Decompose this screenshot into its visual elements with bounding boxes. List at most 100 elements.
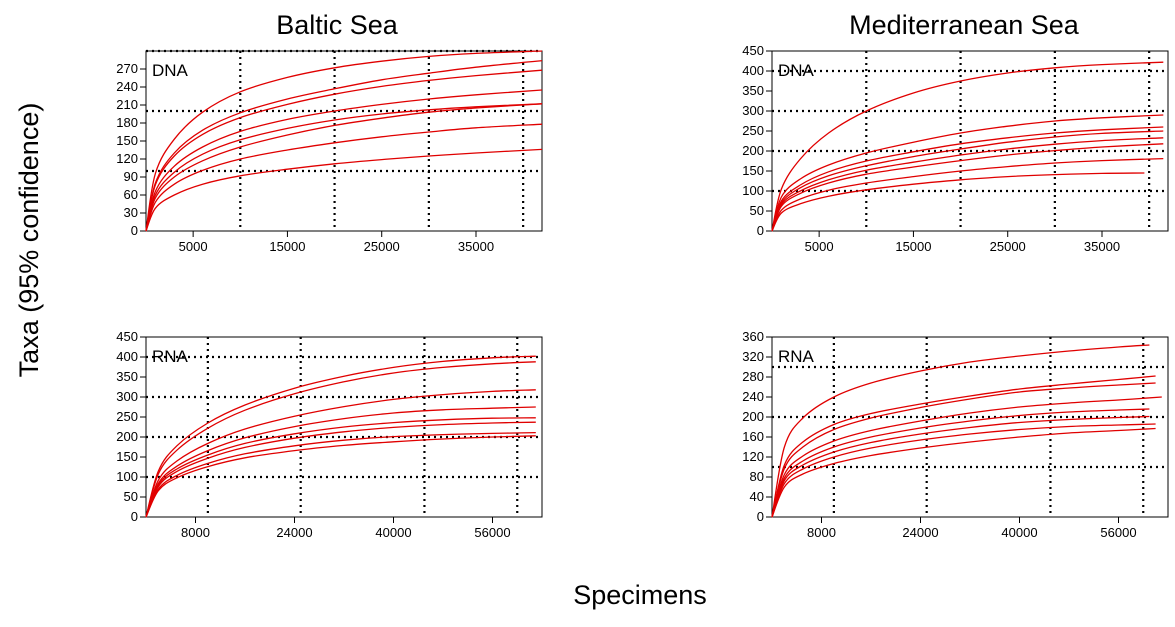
baltic-rna-x-tick-label-3: 56000 <box>474 525 510 540</box>
mediterranean-rna-y-tick-label-2: 80 <box>750 469 764 484</box>
mediterranean-dna-plot-frame <box>771 50 1169 232</box>
baltic-rna-x-tick-label-2: 40000 <box>375 525 411 540</box>
column-title-baltic: Baltic Sea <box>276 10 399 40</box>
baltic-dna-curve-4 <box>145 103 543 232</box>
baltic-dna-x-tick-label-1: 15000 <box>269 239 305 254</box>
mediterranean-rna-curve-4 <box>771 408 1150 518</box>
baltic-rna-panel-label: RNA <box>152 347 189 366</box>
panel-baltic-rna: 0 50 100 150 200 250 300 350 400 450 8000 24000 4000… <box>116 329 543 540</box>
baltic-dna-panel-label: DNA <box>152 61 189 80</box>
baltic-rna-x-tick-label-0: 8000 <box>181 525 210 540</box>
mediterranean-dna-y-tick-label-5: 250 <box>742 123 764 138</box>
baltic-dna-curve-7 <box>145 148 543 232</box>
mediterranean-dna-x-tick-label-0: 5000 <box>805 239 834 254</box>
baltic-rna-curve-0 <box>145 355 536 518</box>
mediterranean-rna-curve-0 <box>771 344 1150 518</box>
y-axis-label: Taxa (95% confidence) <box>14 103 44 378</box>
baltic-rna-y-tick-label-8: 400 <box>116 349 138 364</box>
mediterranean-rna-curve-2 <box>771 382 1156 518</box>
mediterranean-dna-curve-1 <box>771 114 1164 232</box>
baltic-rna-curve-6 <box>145 431 536 518</box>
panel-mediterranean-rna: 0 40 80 120 160 200 240 280 320 360 8000 24000 40000… <box>742 329 1169 540</box>
mediterranean-dna-curve-4 <box>771 137 1164 232</box>
baltic-dna-y-tick-label-6: 180 <box>116 115 138 130</box>
baltic-rna-y-tick-label-5: 250 <box>116 409 138 424</box>
mediterranean-dna-x-tick-label-3: 35000 <box>1084 239 1120 254</box>
mediterranean-rna-y-tick-label-8: 320 <box>742 349 764 364</box>
baltic-rna-y-tick-label-1: 50 <box>124 489 138 504</box>
mediterranean-rna-y-tick-label-5: 200 <box>742 409 764 424</box>
mediterranean-rna-curve-1 <box>771 375 1156 518</box>
baltic-rna-y-tick-label-2: 100 <box>116 469 138 484</box>
baltic-dna-curve-5 <box>145 103 543 232</box>
mediterranean-rna-y-tick-label-7: 280 <box>742 369 764 384</box>
column-title-mediterranean: Mediterranean Sea <box>849 10 1080 40</box>
mediterranean-rna-panel-label: RNA <box>778 347 815 366</box>
baltic-rna-x-tick-label-1: 24000 <box>276 525 312 540</box>
baltic-dna-x-tick-label-0: 5000 <box>179 239 208 254</box>
mediterranean-dna-y-tick-label-1: 50 <box>750 203 764 218</box>
mediterranean-rna-x-tick-label-2: 40000 <box>1001 525 1037 540</box>
baltic-dna-curve-2 <box>145 69 543 232</box>
mediterranean-dna-y-tick-label-2: 100 <box>742 183 764 198</box>
mediterranean-rna-y-tick-label-3: 120 <box>742 449 764 464</box>
mediterranean-rna-y-tick-label-6: 240 <box>742 389 764 404</box>
baltic-rna-curve-5 <box>145 421 536 518</box>
mediterranean-dna-curve-6 <box>771 157 1164 232</box>
baltic-dna-y-tick-label-2: 60 <box>124 187 138 202</box>
mediterranean-rna-y-tick-label-0: 0 <box>757 509 764 524</box>
mediterranean-dna-y-tick-label-0: 0 <box>757 223 764 238</box>
mediterranean-dna-curve-0 <box>771 61 1164 232</box>
mediterranean-rna-y-tick-label-4: 160 <box>742 429 764 444</box>
baltic-dna-y-tick-label-9: 270 <box>116 61 138 76</box>
baltic-dna-curve-1 <box>145 59 543 232</box>
mediterranean-dna-y-tick-label-8: 400 <box>742 63 764 78</box>
baltic-rna-y-tick-label-9: 450 <box>116 329 138 344</box>
baltic-dna-y-tick-label-1: 30 <box>124 205 138 220</box>
baltic-dna-y-tick-label-7: 210 <box>116 97 138 112</box>
mediterranean-rna-curve-6 <box>771 423 1156 518</box>
mediterranean-rna-curve-5 <box>771 415 1150 518</box>
baltic-rna-curve-7 <box>145 435 536 518</box>
baltic-dna-curve-3 <box>145 89 543 232</box>
mediterranean-rna-y-tick-label-1: 40 <box>750 489 764 504</box>
mediterranean-dna-y-tick-label-3: 150 <box>742 163 764 178</box>
mediterranean-rna-plot-frame <box>771 336 1169 518</box>
baltic-dna-x-tick-label-2: 25000 <box>364 239 400 254</box>
mediterranean-dna-curve-5 <box>771 143 1164 232</box>
baltic-rna-curve-1 <box>145 361 536 518</box>
baltic-rna-y-tick-label-3: 150 <box>116 449 138 464</box>
baltic-rna-plot-frame <box>145 336 543 518</box>
mediterranean-dna-y-tick-label-7: 350 <box>742 83 764 98</box>
mediterranean-dna-x-tick-label-2: 25000 <box>990 239 1026 254</box>
mediterranean-rna-y-tick-label-9: 360 <box>742 329 764 344</box>
mediterranean-dna-panel-label: DNA <box>778 61 815 80</box>
mediterranean-dna-x-tick-label-1: 15000 <box>895 239 931 254</box>
panel-mediterranean-dna: 0 50 100 150 200 250 300 350 400 450 5000 15000 2500… <box>742 43 1169 254</box>
baltic-dna-y-tick-label-0: 0 <box>131 223 138 238</box>
mediterranean-rna-x-tick-label-0: 8000 <box>807 525 836 540</box>
baltic-rna-y-tick-label-4: 200 <box>116 429 138 444</box>
mediterranean-dna-curve-2 <box>771 126 1164 232</box>
baltic-rna-curve-3 <box>145 406 536 518</box>
baltic-dna-x-tick-label-3: 35000 <box>458 239 494 254</box>
baltic-rna-curve-4 <box>145 417 536 518</box>
baltic-dna-y-tick-label-4: 120 <box>116 151 138 166</box>
baltic-dna-y-tick-label-8: 240 <box>116 79 138 94</box>
x-axis-label: Specimens <box>573 580 707 610</box>
mediterranean-rna-curve-3 <box>771 396 1162 518</box>
mediterranean-rna-x-tick-label-1: 24000 <box>902 525 938 540</box>
baltic-rna-y-tick-label-6: 300 <box>116 389 138 404</box>
panel-baltic-dna: 0 30 60 90 120 150 180 210 240 270 5000 15000 25000 3… <box>116 49 543 254</box>
baltic-dna-curve-0 <box>145 50 543 232</box>
mediterranean-rna-curve-7 <box>771 427 1156 518</box>
baltic-rna-y-tick-label-7: 350 <box>116 369 138 384</box>
mediterranean-dna-y-tick-label-4: 200 <box>742 143 764 158</box>
baltic-rna-y-tick-label-0: 0 <box>131 509 138 524</box>
baltic-rna-curve-2 <box>145 389 536 518</box>
mediterranean-dna-curve-7 <box>771 172 1145 232</box>
baltic-dna-curve-6 <box>145 123 543 232</box>
mediterranean-dna-y-tick-label-6: 300 <box>742 103 764 118</box>
mediterranean-dna-curve-3 <box>771 130 1164 232</box>
